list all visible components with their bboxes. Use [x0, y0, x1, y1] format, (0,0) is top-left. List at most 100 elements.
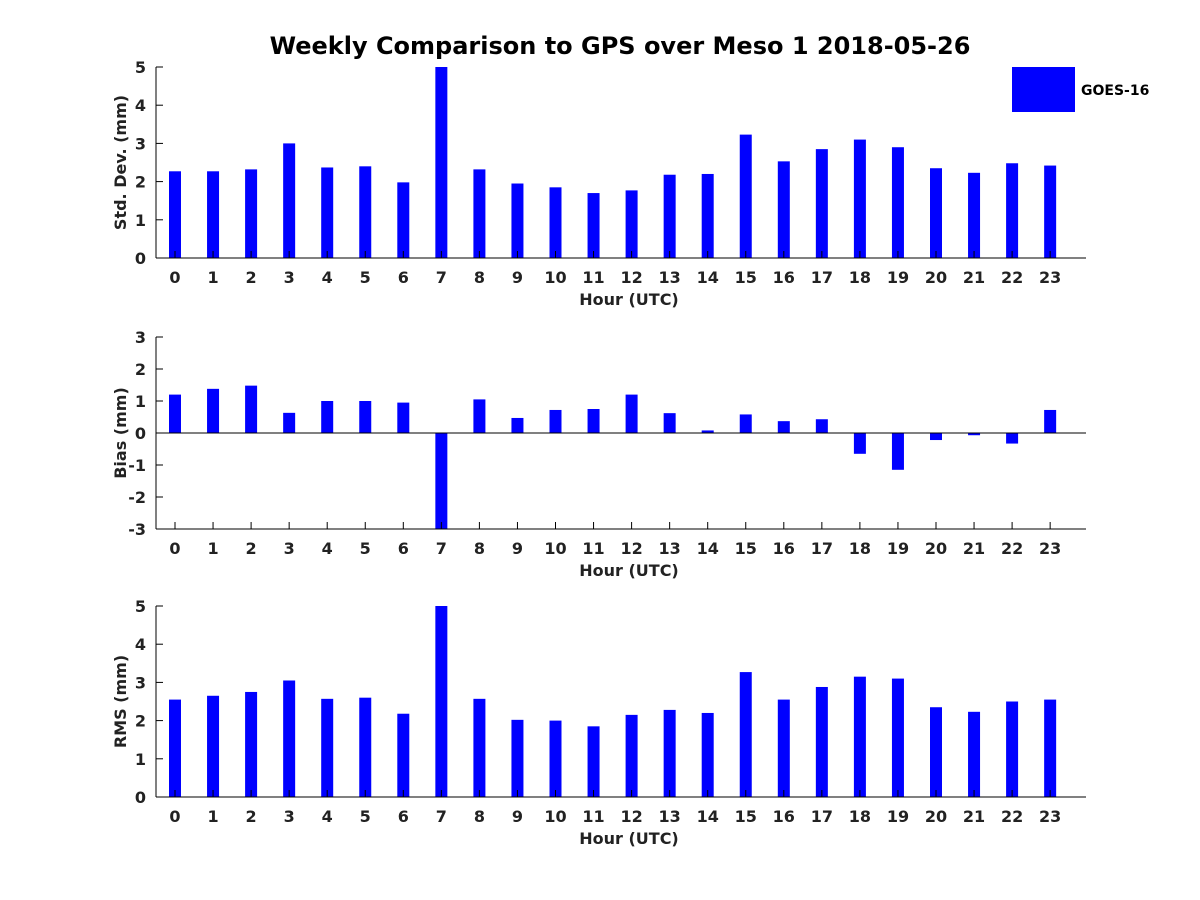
x-tick-label: 21 — [963, 539, 985, 558]
x-tick-label: 8 — [474, 268, 485, 287]
x-tick-label: 4 — [322, 807, 333, 826]
bar-12 — [625, 190, 638, 258]
x-tick-label: 11 — [582, 268, 604, 287]
x-tick-label: 10 — [544, 268, 566, 287]
bar-9 — [511, 719, 524, 797]
x-tick-label: 8 — [474, 807, 485, 826]
x-axis-label: Hour (UTC) — [579, 290, 679, 309]
y-tick-label: 1 — [135, 392, 146, 411]
bar-7 — [435, 606, 448, 797]
x-tick-label: 7 — [436, 807, 447, 826]
bar-15 — [739, 672, 752, 797]
y-tick-label: 3 — [135, 328, 146, 347]
y-tick-label: 4 — [135, 96, 146, 115]
bar-11 — [587, 726, 600, 797]
bar-1 — [207, 695, 220, 797]
x-tick-label: 12 — [620, 539, 642, 558]
y-tick-label: 3 — [135, 134, 146, 153]
x-tick-label: 17 — [811, 807, 833, 826]
bar-14 — [701, 712, 714, 797]
bar-6 — [397, 402, 410, 433]
x-tick-label: 22 — [1001, 268, 1023, 287]
bar-0 — [169, 699, 181, 797]
bar-8 — [473, 698, 486, 797]
x-tick-label: 9 — [512, 807, 523, 826]
bar-4 — [321, 167, 334, 258]
bar-4 — [321, 401, 334, 433]
x-tick-label: 2 — [246, 539, 257, 558]
bar-6 — [397, 713, 410, 797]
y-tick-label: -1 — [128, 456, 146, 475]
bar-10 — [549, 720, 562, 797]
y-tick-label: 4 — [135, 635, 146, 654]
y-tick-label: 0 — [135, 424, 146, 443]
x-tick-label: 12 — [620, 268, 642, 287]
x-tick-label: 19 — [887, 268, 909, 287]
bar-20 — [930, 433, 942, 441]
x-tick-label: 23 — [1039, 807, 1061, 826]
x-axis-label: Hour (UTC) — [579, 829, 679, 848]
x-tick-label: 6 — [398, 539, 409, 558]
bar-10 — [549, 409, 562, 433]
bar-19 — [891, 433, 904, 470]
x-tick-label: 9 — [512, 539, 523, 558]
x-tick-label: 21 — [963, 807, 985, 826]
bar-14 — [701, 173, 714, 258]
x-tick-label: 23 — [1039, 268, 1061, 287]
legend-label: GOES-16 — [1081, 83, 1149, 99]
bar-3 — [283, 143, 296, 258]
bar-21 — [968, 433, 981, 436]
x-tick-label: 19 — [887, 807, 909, 826]
bar-2 — [245, 691, 258, 797]
y-axis-label: Std. Dev. (mm) — [111, 95, 130, 230]
x-tick-label: 13 — [659, 268, 681, 287]
x-tick-label: 1 — [207, 539, 218, 558]
x-tick-label: 3 — [284, 807, 295, 826]
bar-16 — [777, 699, 790, 797]
bar-22 — [1006, 163, 1019, 258]
x-tick-label: 20 — [925, 268, 947, 287]
x-tick-label: 5 — [360, 539, 371, 558]
x-tick-label: 6 — [398, 807, 409, 826]
x-tick-label: 0 — [169, 807, 180, 826]
bar-16 — [777, 421, 790, 433]
chart-title: Weekly Comparison to GPS over Meso 1 201… — [270, 32, 971, 60]
bar-1 — [207, 388, 220, 433]
bar-14 — [701, 430, 714, 433]
bar-11 — [587, 409, 600, 433]
x-tick-label: 17 — [811, 539, 833, 558]
x-tick-label: 9 — [512, 268, 523, 287]
bar-3 — [283, 412, 296, 433]
x-tick-label: 17 — [811, 268, 833, 287]
x-tick-label: 3 — [284, 268, 295, 287]
bar-3 — [283, 680, 296, 797]
x-tick-label: 16 — [773, 807, 795, 826]
bar-0 — [169, 394, 181, 433]
bar-17 — [815, 149, 828, 258]
x-tick-label: 14 — [697, 807, 719, 826]
bar-12 — [625, 394, 638, 433]
y-axis-label: Bias (mm) — [111, 387, 130, 479]
bar-8 — [473, 169, 486, 258]
x-tick-label: 13 — [659, 807, 681, 826]
bar-0 — [169, 171, 181, 258]
bar-2 — [245, 169, 258, 258]
legend: GOES-16 — [1012, 67, 1149, 112]
bar-11 — [587, 193, 600, 258]
x-tick-label: 0 — [169, 539, 180, 558]
x-tick-label: 15 — [735, 807, 757, 826]
bar-21 — [968, 172, 981, 258]
x-tick-label: 11 — [582, 807, 604, 826]
bar-1 — [207, 171, 220, 258]
y-tick-label: 2 — [135, 173, 146, 192]
x-tick-label: 13 — [659, 539, 681, 558]
x-tick-label: 15 — [735, 539, 757, 558]
bar-13 — [663, 413, 676, 433]
x-tick-label: 16 — [773, 539, 795, 558]
y-tick-label: 0 — [135, 249, 146, 268]
x-tick-label: 10 — [544, 807, 566, 826]
